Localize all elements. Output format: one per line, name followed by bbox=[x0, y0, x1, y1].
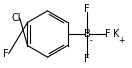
Text: F: F bbox=[84, 4, 90, 14]
Text: B: B bbox=[84, 29, 91, 39]
Text: Cl: Cl bbox=[11, 13, 21, 23]
Text: F: F bbox=[84, 54, 90, 64]
Text: K: K bbox=[113, 29, 120, 39]
Text: F: F bbox=[3, 49, 8, 59]
Text: F: F bbox=[105, 29, 111, 39]
Text: +: + bbox=[118, 36, 124, 45]
Text: -: - bbox=[89, 36, 92, 45]
